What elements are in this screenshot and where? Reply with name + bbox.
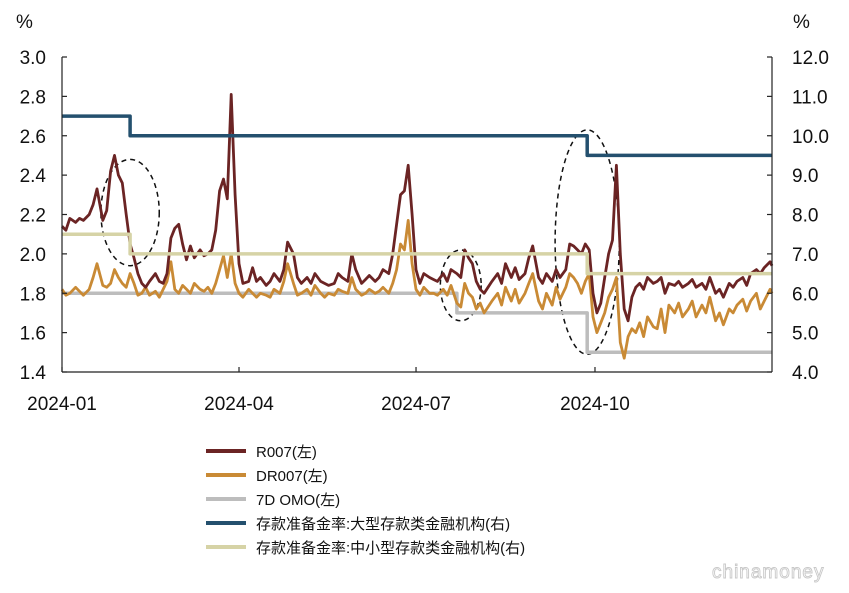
right-tick-label: 4.0 (792, 363, 818, 384)
x-tick-label: 2024-04 (204, 394, 274, 415)
dashed-ellipse-annotation (439, 249, 482, 322)
left-tick-label: 2.4 (20, 166, 47, 187)
left-tick-label: 2.6 (20, 127, 46, 148)
series-line-2 (62, 291, 772, 355)
legend-label: 存款准备金率:中小型存款类金融机构(右) (256, 540, 525, 557)
dashed-ellipse-annotation (100, 158, 161, 267)
right-tick-label: 9.0 (792, 166, 818, 187)
legend-label: 7D OMO(左) (256, 492, 340, 509)
legend-label: DR007(左) (256, 468, 328, 485)
left-tick-label: 1.8 (20, 284, 46, 305)
x-tick-label: 2024-01 (27, 394, 97, 415)
left-tick-label: 1.6 (20, 324, 46, 345)
right-tick-label: 6.0 (792, 284, 818, 305)
x-tick-label: 2024-07 (381, 394, 451, 415)
left-tick-label: 1.4 (20, 363, 47, 384)
right-tick-label: 10.0 (792, 127, 829, 148)
right-tick-label: 7.0 (792, 245, 818, 266)
series-line-0 (61, 93, 774, 323)
x-tick-label: 2024-10 (560, 394, 630, 415)
axes: 1.4 1.6 1.8 2.0 2.2 2.4 2.6 2.8 3.0 4.0 5.0 6.0 7.0 8… (16, 12, 829, 415)
series-line-1 (60, 219, 774, 360)
left-tick-label: 2.8 (20, 87, 46, 108)
watermark-text: chinamoney (712, 562, 824, 583)
left-tick-label: 3.0 (20, 48, 46, 69)
right-axis-unit: % (793, 12, 810, 33)
annotations (100, 129, 621, 356)
right-tick-label: 11.0 (792, 87, 828, 108)
series-layer (60, 93, 774, 360)
right-tick-label: 5.0 (792, 324, 818, 345)
left-axis-unit: % (16, 12, 33, 33)
legend-label: 存款准备金率:大型存款类金融机构(右) (256, 516, 510, 533)
legend-label: R007(左) (256, 444, 317, 461)
left-tick-label: 2.2 (20, 206, 46, 227)
right-tick-label: 8.0 (792, 206, 818, 227)
right-tick-label: 12.0 (792, 48, 829, 69)
series-line-4 (62, 232, 772, 276)
legend: R007(左) DR007(左) 7D OMO(左) 存款准备金率:大型存款类金融机构… (206, 444, 525, 557)
series-line-3 (62, 114, 772, 158)
left-tick-label: 2.0 (20, 245, 46, 266)
